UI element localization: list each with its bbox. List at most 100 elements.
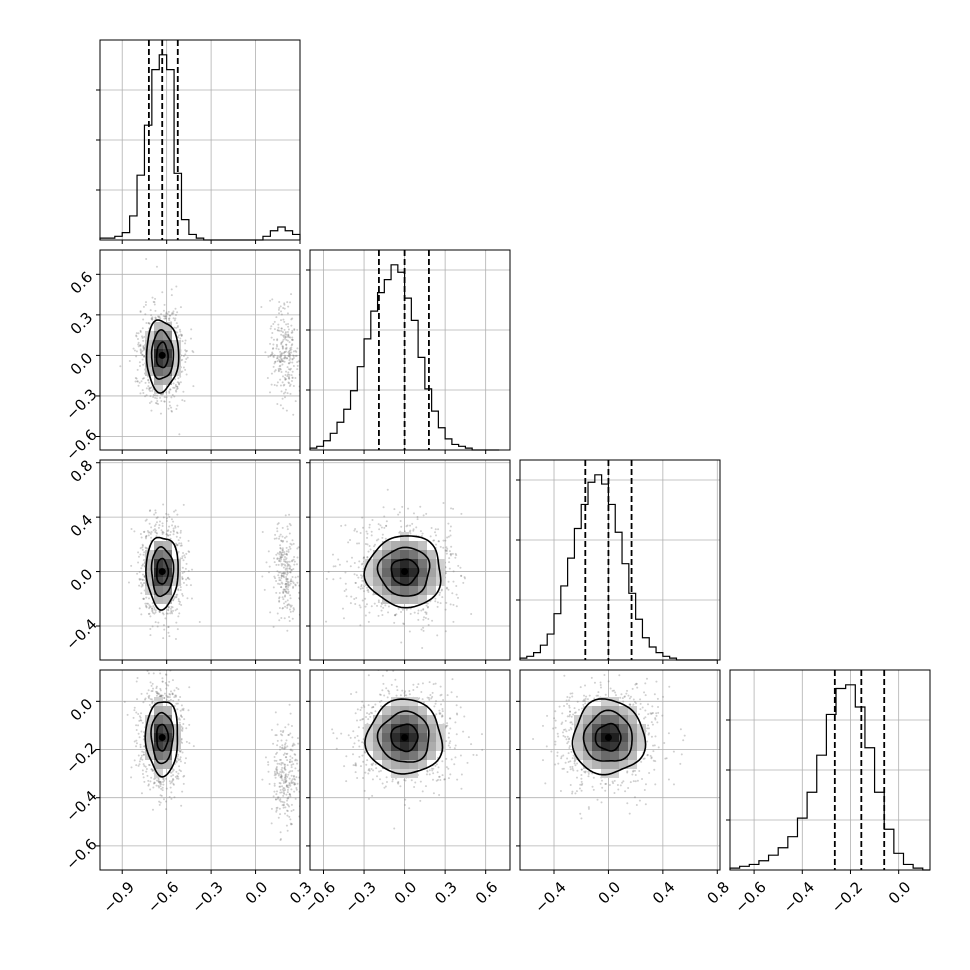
scatter-point [135, 711, 138, 714]
scatter-point [291, 575, 294, 578]
scatter-point [141, 543, 144, 546]
scatter-point [165, 800, 168, 803]
scatter-point [290, 788, 293, 791]
scatter-point [285, 409, 288, 412]
scatter-point [286, 528, 289, 531]
scatter-point [156, 532, 159, 535]
scatter-point [355, 596, 358, 599]
density-cell [154, 349, 163, 358]
scatter-point [132, 716, 135, 719]
scatter-point [279, 791, 282, 794]
scatter-point [169, 607, 172, 610]
scatter-point [294, 377, 297, 380]
scatter-point [307, 575, 309, 577]
scatter-point [165, 699, 168, 702]
scatter-point [285, 546, 288, 549]
scatter-point [646, 740, 649, 743]
scatter-point [161, 680, 164, 683]
scatter-point [141, 358, 144, 361]
scatter-point [278, 537, 281, 540]
scatter-point [192, 385, 195, 388]
scatter-point [172, 652, 174, 654]
scatter-point [285, 357, 288, 360]
scatter-point [285, 323, 288, 326]
scatter-point [284, 780, 287, 783]
scatter-point [289, 597, 292, 600]
scatter-point [182, 355, 185, 358]
scatter-point [273, 575, 276, 578]
scatter-point [145, 518, 148, 521]
scatter-point [550, 750, 553, 753]
scatter-point [155, 687, 158, 690]
scatter-point [172, 783, 175, 786]
scatter-point [580, 777, 583, 780]
scatter-point [177, 600, 180, 603]
scatter-point [137, 384, 140, 387]
scatter-point [349, 539, 352, 542]
density-cell [145, 742, 154, 751]
scatter-point [286, 599, 289, 602]
scatter-point [283, 536, 286, 539]
scatter-point [297, 546, 300, 549]
scatter-point [275, 768, 278, 771]
scatter-point [442, 699, 445, 702]
joint-frame-3-2 [519, 669, 721, 871]
scatter-point [285, 793, 288, 796]
scatter-point [280, 773, 283, 776]
scatter-point [182, 775, 185, 778]
density-cell [400, 715, 409, 724]
scatter-point [371, 778, 374, 781]
mode-marker-3-1 [401, 733, 409, 741]
scatter-point [291, 376, 294, 379]
scatter-point [372, 706, 375, 709]
scatter-point [151, 296, 154, 299]
scatter-point [448, 567, 451, 570]
scatter-point [173, 704, 176, 707]
scatter-point [291, 358, 294, 361]
scatter-point [284, 590, 287, 593]
scatter-point [172, 386, 175, 389]
scatter-point [150, 318, 153, 321]
scatter-point [420, 668, 422, 670]
scatter-point [154, 396, 157, 399]
density-3-0 [145, 697, 181, 778]
scatter-point [286, 375, 289, 378]
scatter-point [459, 566, 462, 569]
scatter-point [275, 734, 278, 737]
scatter-point [584, 702, 587, 705]
scatter-point [159, 687, 162, 690]
scatter-point [162, 624, 165, 627]
scatter-point [137, 732, 140, 735]
scatter-point [618, 674, 621, 677]
scatter-point [571, 723, 574, 726]
scatter-point [173, 696, 176, 699]
density-cell [172, 349, 181, 358]
scatter-point [136, 368, 139, 371]
scatter-point [289, 383, 292, 386]
y-tick-label-1-1: −0.3 [62, 385, 100, 423]
density-cell [154, 733, 163, 742]
joint-content-3-0 [100, 652, 300, 870]
scatter-point [181, 340, 184, 343]
scatter-point [291, 749, 294, 752]
scatter-point [568, 746, 571, 749]
scatter-point [439, 602, 442, 605]
scatter-point [640, 760, 643, 763]
scatter-point [288, 560, 291, 563]
scatter-point [139, 578, 142, 581]
scatter-point [447, 522, 450, 525]
scatter-point [174, 313, 177, 316]
scatter-point [628, 697, 631, 700]
scatter-point [136, 677, 139, 680]
density-cell [436, 724, 445, 733]
scatter-point [446, 547, 449, 550]
scatter-point [167, 407, 170, 410]
scatter-point [152, 786, 155, 789]
scatter-point [325, 577, 328, 580]
scatter-point [141, 578, 144, 581]
scatter-point [398, 531, 401, 534]
scatter-point [159, 794, 162, 797]
scatter-point [337, 558, 340, 561]
scatter-point [291, 370, 294, 373]
scatter-point [280, 556, 283, 559]
